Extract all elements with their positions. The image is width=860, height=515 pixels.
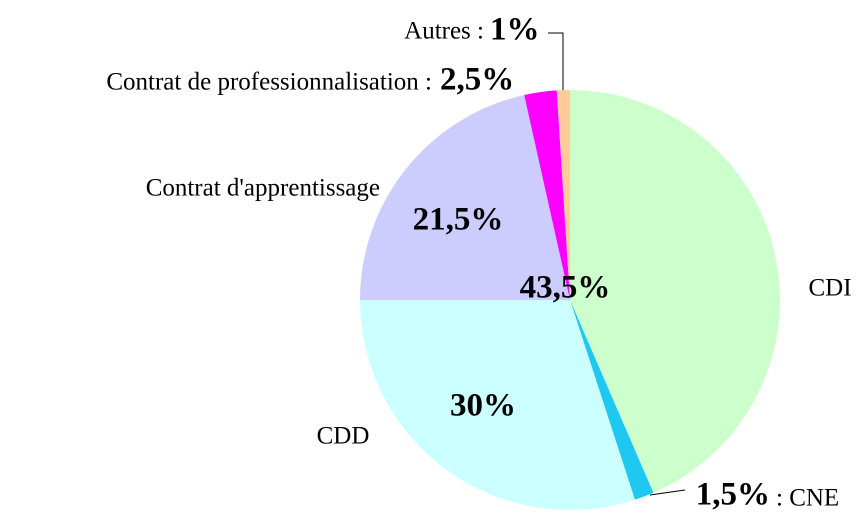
pie-slice	[360, 95, 570, 300]
leader-line	[649, 489, 686, 496]
pie-slice	[570, 300, 654, 500]
category-label: : CNE	[776, 485, 839, 512]
pie-slice	[570, 90, 780, 493]
pie-slice	[556, 90, 570, 300]
value-label: 30%	[450, 388, 516, 424]
category-label: CDD	[317, 423, 370, 450]
category-label: CDI	[808, 275, 851, 302]
value-label: 2,5%	[440, 62, 514, 98]
value-label: 1%	[490, 12, 540, 48]
category-label: Contrat de professionnalisation :	[106, 69, 432, 96]
value-label: 21,5%	[413, 202, 504, 238]
pie-slice	[360, 300, 635, 510]
category-label: Contrat d'apprentissage	[146, 175, 380, 202]
pie-slice	[524, 90, 570, 300]
leader-line	[548, 32, 564, 92]
value-label: 1,5%	[696, 477, 770, 513]
category-label: Autres :	[404, 18, 484, 45]
value-label: 43,5%	[520, 270, 611, 306]
